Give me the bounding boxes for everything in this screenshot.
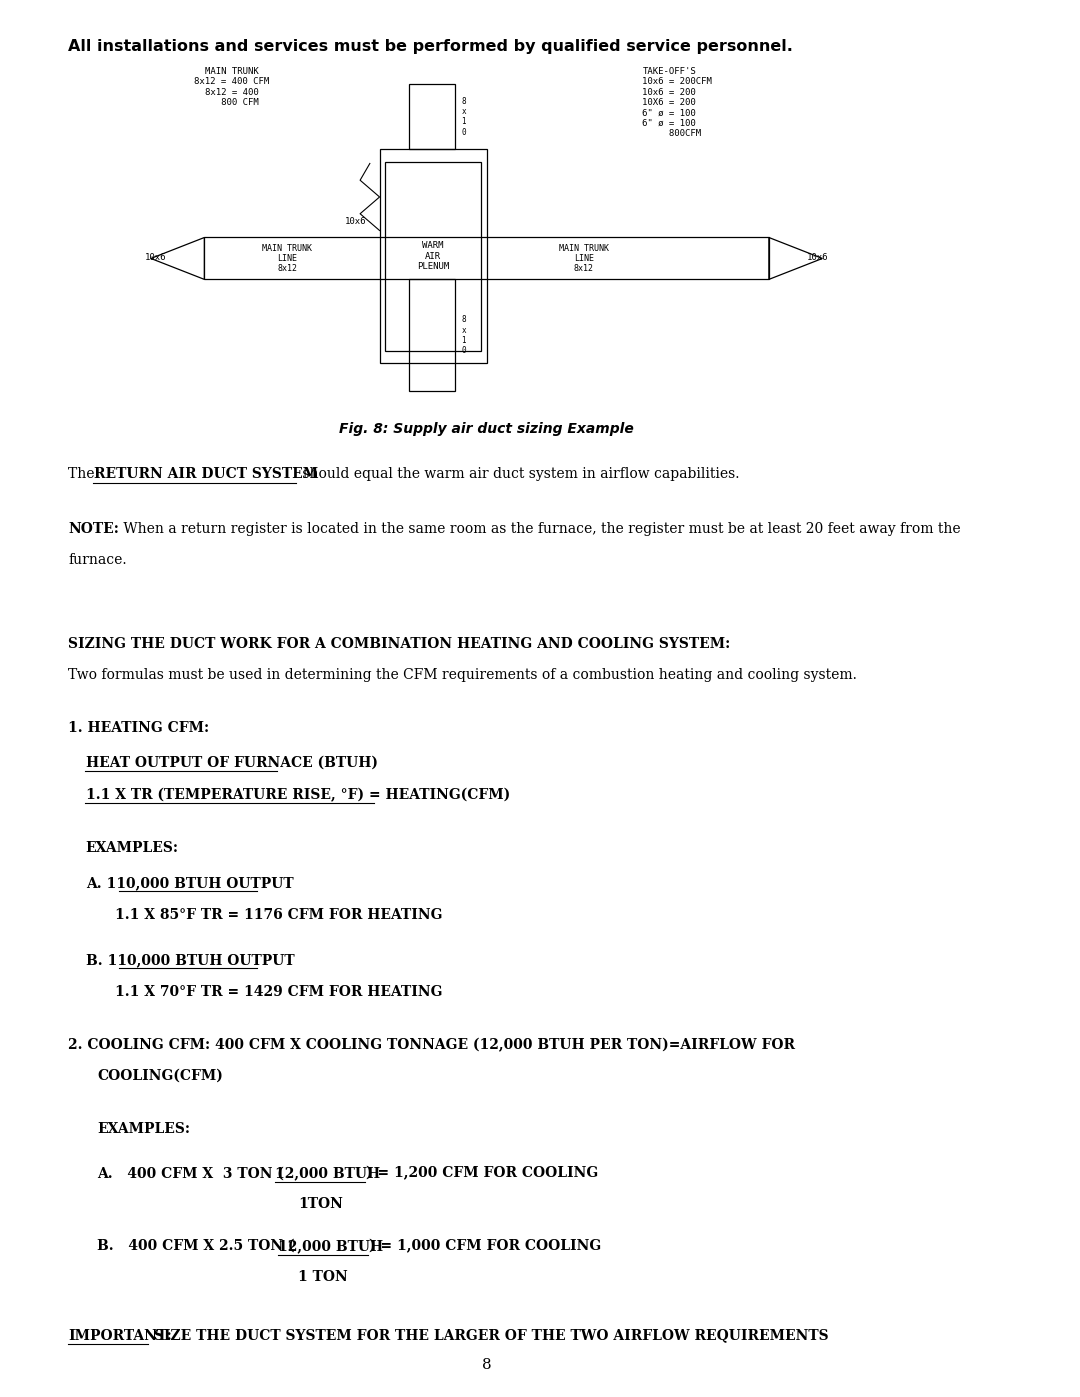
Text: MAIN TRUNK
8x12 = 400 CFM
8x12 = 400
   800 CFM: MAIN TRUNK 8x12 = 400 CFM 8x12 = 400 800… — [194, 67, 269, 108]
Text: 1TON: 1TON — [298, 1197, 342, 1211]
Text: IMPORTANT:: IMPORTANT: — [68, 1329, 172, 1343]
Bar — [379, 149, 487, 363]
Text: All installations and services must be performed by qualified service personnel.: All installations and services must be p… — [68, 39, 793, 54]
Text: 1.1 X 70°F TR = 1429 CFM FOR HEATING: 1.1 X 70°F TR = 1429 CFM FOR HEATING — [114, 985, 443, 999]
Text: When a return register is located in the same room as the furnace, the register : When a return register is located in the… — [119, 522, 960, 536]
Text: ) = 1,200 CFM FOR COOLING: ) = 1,200 CFM FOR COOLING — [366, 1166, 598, 1180]
Text: ) = 1,000 CFM FOR COOLING: ) = 1,000 CFM FOR COOLING — [369, 1239, 602, 1253]
Text: 10x6: 10x6 — [807, 253, 828, 261]
Text: 1.1 X TR (TEMPERATURE RISE, °F) = HEATING(CFM): 1.1 X TR (TEMPERATURE RISE, °F) = HEATIN… — [85, 788, 510, 802]
Text: EXAMPLES:: EXAMPLES: — [85, 841, 178, 855]
Text: The: The — [68, 467, 99, 481]
Bar — [408, 84, 456, 149]
Text: Two formulas must be used in determining the CFM requirements of a combustion he: Two formulas must be used in determining… — [68, 668, 858, 682]
Text: A.   400 CFM X  3 TON (: A. 400 CFM X 3 TON ( — [97, 1166, 284, 1180]
Text: B. 110,000 BTUH OUTPUT: B. 110,000 BTUH OUTPUT — [85, 953, 294, 967]
Text: 8
x
1
0: 8 x 1 0 — [461, 96, 465, 137]
Text: 12,000 BTUH: 12,000 BTUH — [275, 1166, 380, 1180]
Text: A. 110,000 BTUH OUTPUT: A. 110,000 BTUH OUTPUT — [85, 876, 294, 890]
Text: 2. COOLING CFM: 400 CFM X COOLING TONNAGE (12,000 BTUH PER TON)=AIRFLOW FOR: 2. COOLING CFM: 400 CFM X COOLING TONNAG… — [68, 1038, 795, 1052]
Text: SIZE THE DUCT SYSTEM FOR THE LARGER OF THE TWO AIRFLOW REQUIREMENTS: SIZE THE DUCT SYSTEM FOR THE LARGER OF T… — [149, 1329, 828, 1343]
Text: 10x6: 10x6 — [145, 253, 166, 261]
Text: NOTE:: NOTE: — [68, 522, 119, 536]
Text: HEAT OUTPUT OF FURNACE (BTUH): HEAT OUTPUT OF FURNACE (BTUH) — [85, 756, 378, 770]
Text: 8: 8 — [482, 1358, 491, 1372]
Text: should equal the warm air duct system in airflow capabilities.: should equal the warm air duct system in… — [298, 467, 740, 481]
Bar — [386, 162, 481, 351]
Text: COOLING(CFM): COOLING(CFM) — [97, 1069, 224, 1083]
Text: Fig. 8: Supply air duct sizing Example: Fig. 8: Supply air duct sizing Example — [339, 422, 634, 436]
Text: furnace.: furnace. — [68, 553, 126, 567]
Text: 8
x
1
0: 8 x 1 0 — [461, 316, 465, 355]
Text: 10x6: 10x6 — [345, 218, 366, 226]
Text: 1 TON: 1 TON — [298, 1270, 348, 1284]
Text: SIZING THE DUCT WORK FOR A COMBINATION HEATING AND COOLING SYSTEM:: SIZING THE DUCT WORK FOR A COMBINATION H… — [68, 637, 730, 651]
Text: B.   400 CFM X 2.5 TON (: B. 400 CFM X 2.5 TON ( — [97, 1239, 295, 1253]
Text: 1.1 X 85°F TR = 1176 CFM FOR HEATING: 1.1 X 85°F TR = 1176 CFM FOR HEATING — [114, 908, 443, 922]
Text: MAIN TRUNK
LINE
8x12: MAIN TRUNK LINE 8x12 — [559, 243, 609, 274]
Text: TAKE-OFF'S
10x6 = 200CFM
10x6 = 200
10X6 = 200
6" ø = 100
6" ø = 100
     800CFM: TAKE-OFF'S 10x6 = 200CFM 10x6 = 200 10X6… — [643, 67, 712, 138]
Bar — [408, 279, 456, 391]
Text: 1. HEATING CFM:: 1. HEATING CFM: — [68, 721, 210, 735]
Text: WARM
AIR
PLENUM: WARM AIR PLENUM — [417, 242, 449, 271]
Text: MAIN TRUNK
LINE
8x12: MAIN TRUNK LINE 8x12 — [262, 243, 312, 274]
Text: EXAMPLES:: EXAMPLES: — [97, 1122, 190, 1136]
Text: RETURN AIR DUCT SYSTEM: RETURN AIR DUCT SYSTEM — [94, 467, 319, 481]
Text: 12,000 BTUH: 12,000 BTUH — [279, 1239, 383, 1253]
